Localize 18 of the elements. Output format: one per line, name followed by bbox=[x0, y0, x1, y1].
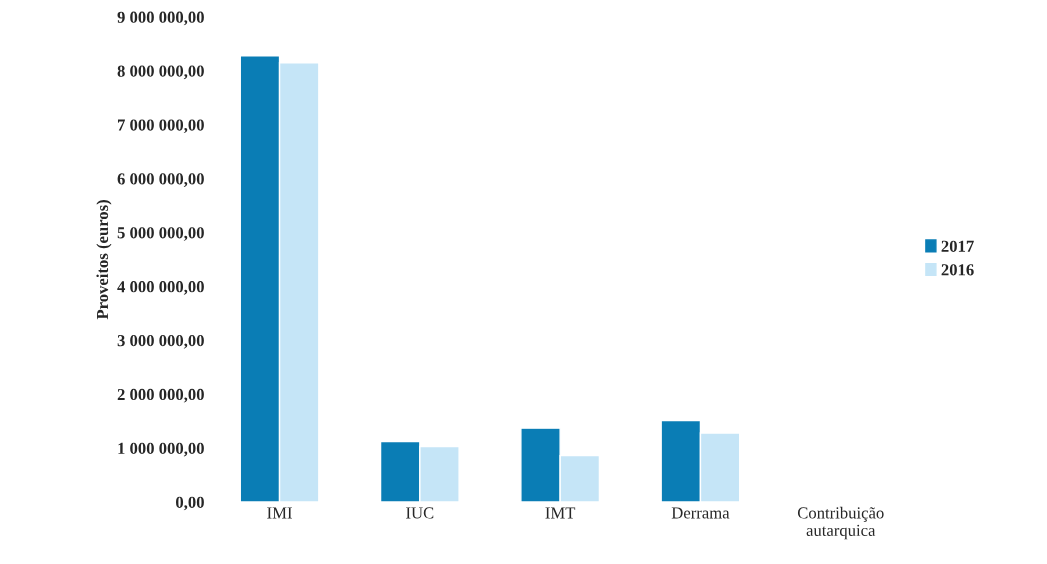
x-tick-label: IUC bbox=[406, 507, 434, 519]
y-tick-label: 1 000 000,00 bbox=[118, 442, 204, 457]
x-tick-label: Contribuição autarquica bbox=[797, 506, 884, 540]
y-axis-title: Proveitos (euros) bbox=[96, 200, 112, 320]
y-tick-label: 6 000 000,00 bbox=[117, 173, 204, 187]
y-tick-label: 9 000 000,00 bbox=[117, 11, 204, 26]
x-tick-label: Derrama bbox=[671, 507, 730, 519]
y-tick-label: 7 000 000,00 bbox=[117, 119, 204, 134]
x-tick-label: IMT bbox=[545, 507, 576, 519]
y-tick-label: 2 000 000,00 bbox=[117, 388, 204, 403]
y-tick-label: 4 000 000,00 bbox=[117, 281, 204, 295]
y-tick-label: 3 000 000,00 bbox=[117, 334, 204, 349]
y-tick-label: 5 000 000,00 bbox=[117, 227, 204, 241]
legend-label: 2016 bbox=[941, 264, 974, 276]
y-tick-label: 8 000 000,00 bbox=[117, 65, 204, 80]
y-tick-label: 0,00 bbox=[176, 496, 204, 511]
legend-label: 2017 bbox=[941, 240, 974, 252]
x-tick-label: IMI bbox=[267, 507, 292, 519]
